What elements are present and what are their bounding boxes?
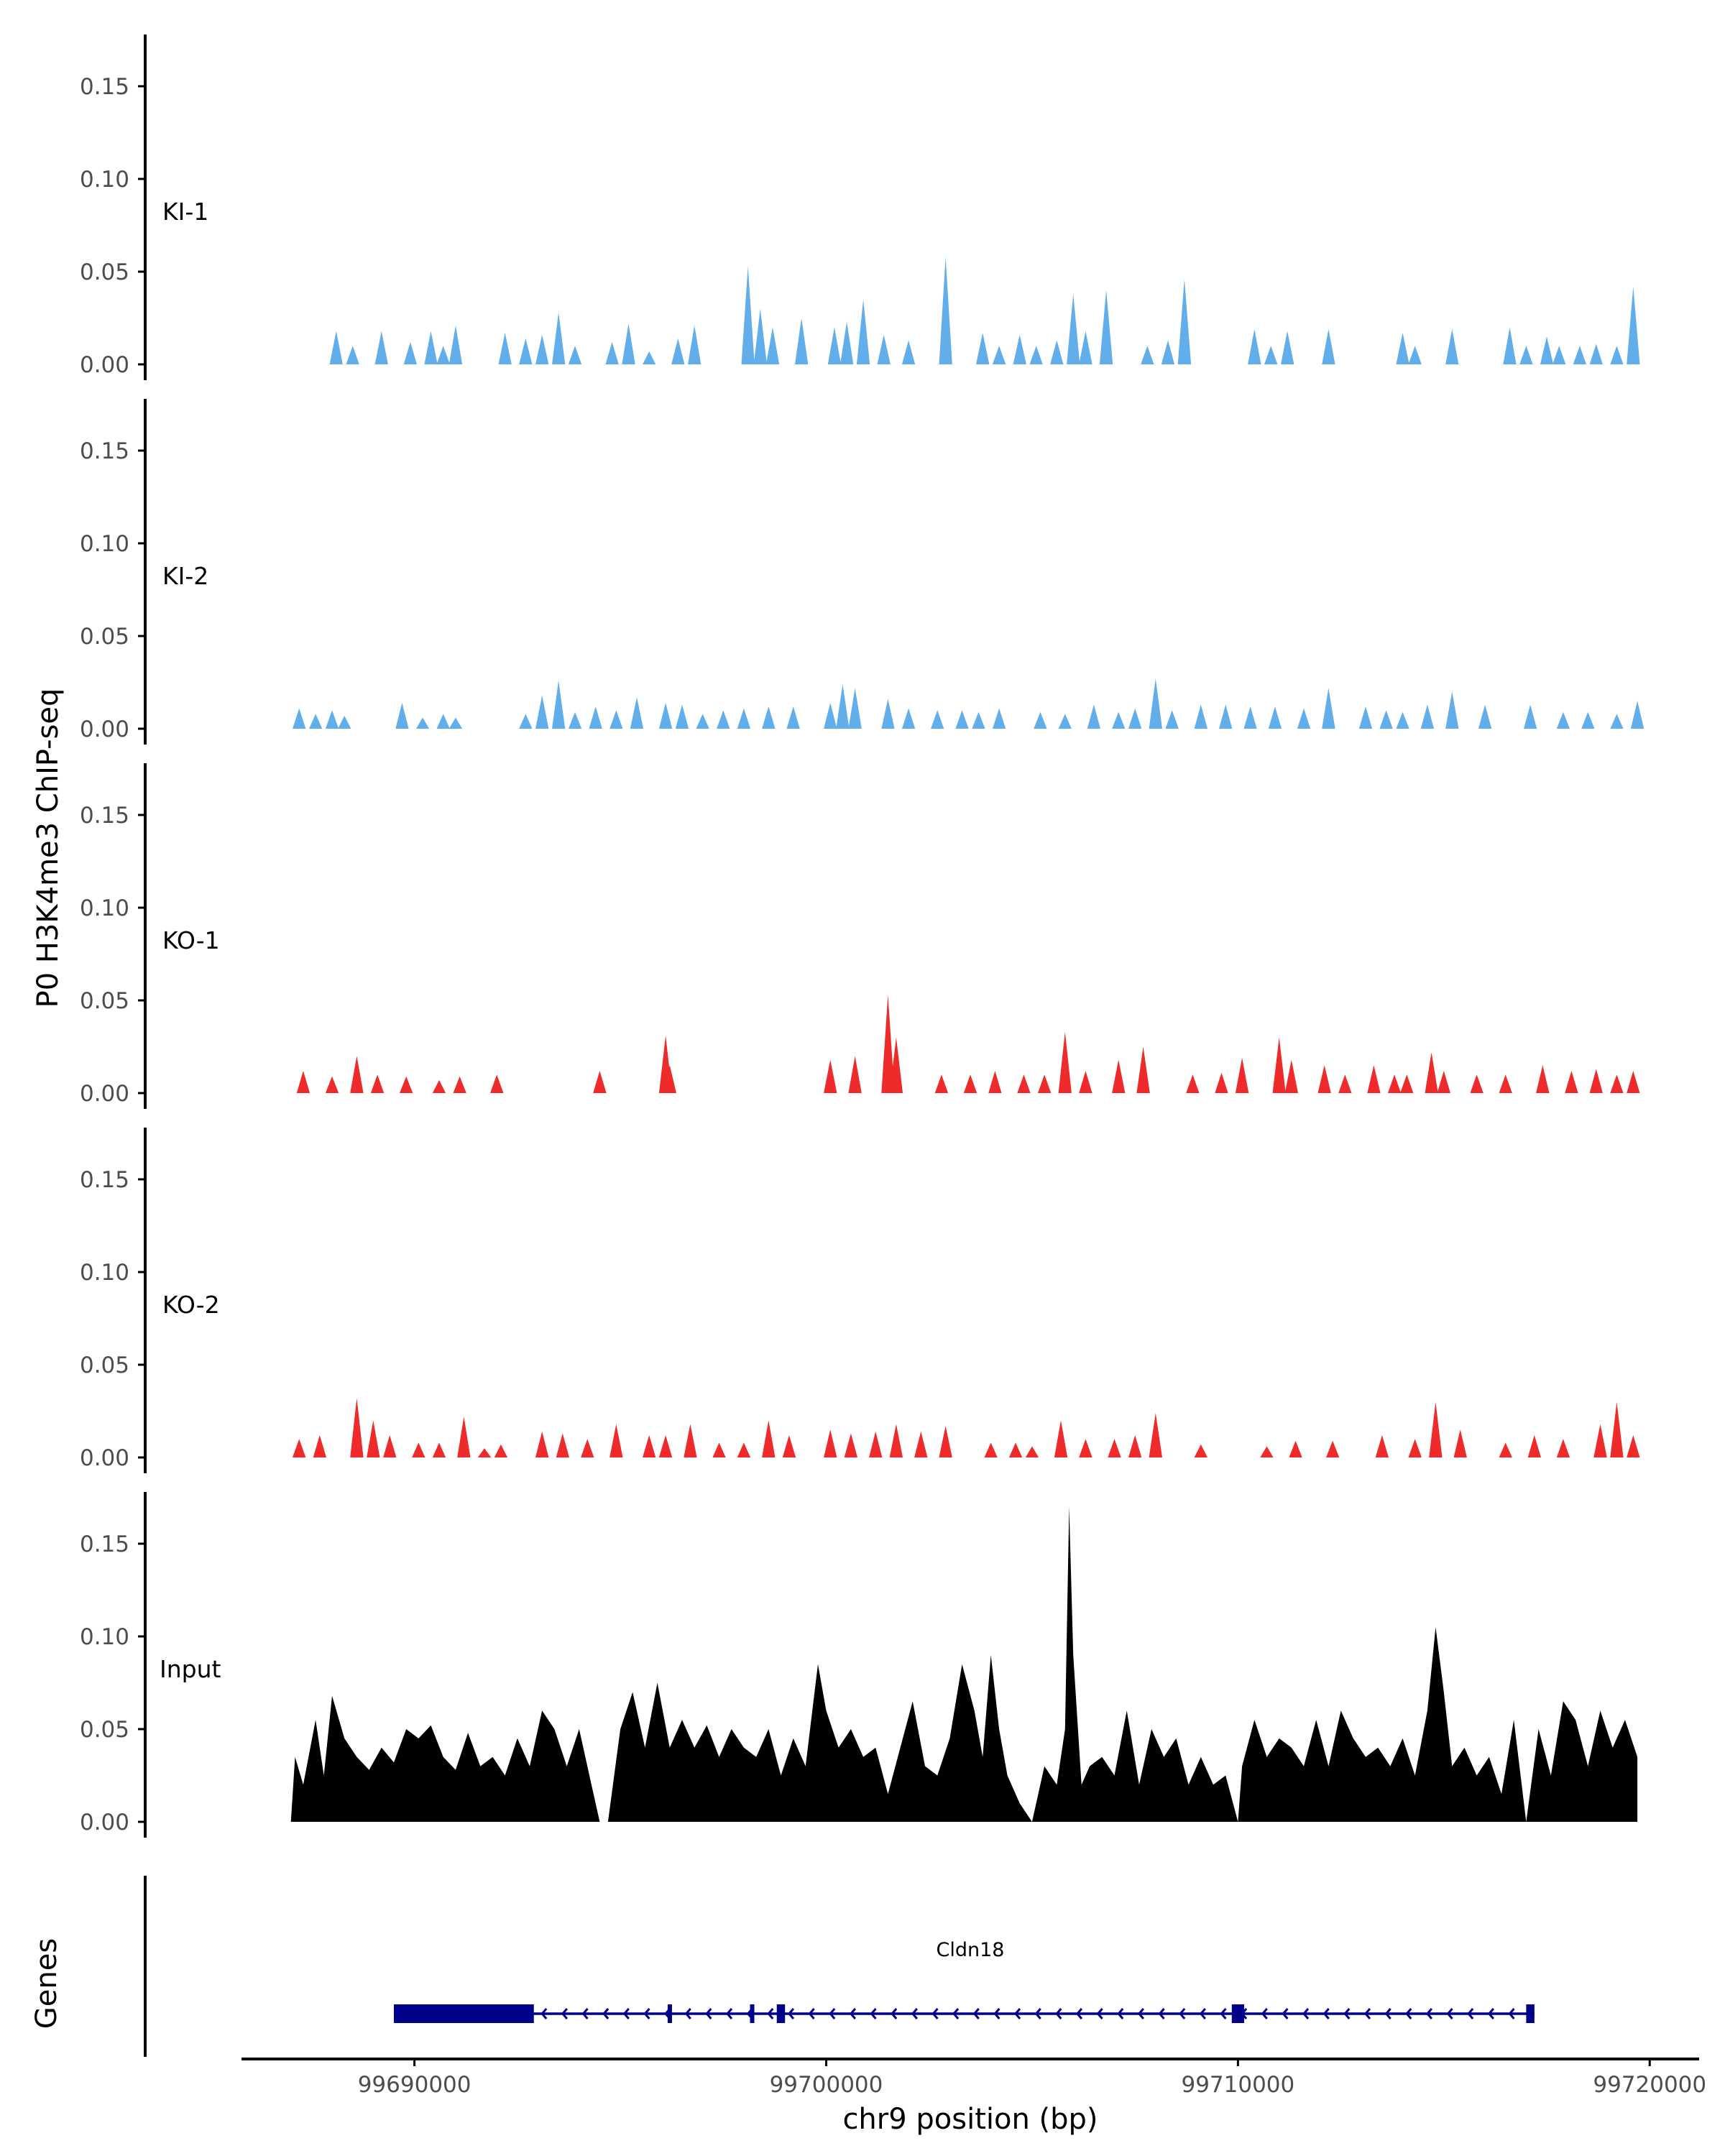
x-axis-title: chr9 position (bp) bbox=[842, 2103, 1098, 2136]
gene-exon bbox=[1231, 2004, 1244, 2023]
track-panel-ko-2: 0.00 0.05 0.10 0.15 KO-2 bbox=[80, 1128, 1640, 1473]
gene-exon bbox=[667, 2004, 672, 2023]
strand-arrow-icon bbox=[808, 2008, 815, 2019]
strand-arrow-icon bbox=[1075, 2008, 1083, 2019]
track-panel-ki-2: 0.00 0.05 0.10 0.15 KI-2 bbox=[80, 399, 1644, 745]
gene-exon bbox=[750, 2004, 755, 2023]
y-tick-label: 0.00 bbox=[80, 352, 129, 378]
x-tick-label: 99710000 bbox=[1181, 2072, 1294, 2098]
y-tick-label: 0.00 bbox=[80, 717, 129, 742]
strand-arrow-icon bbox=[1261, 2008, 1268, 2019]
strand-arrow-icon bbox=[1487, 2008, 1494, 2019]
strand-arrow-icon bbox=[1199, 2008, 1206, 2019]
strand-arrow-icon bbox=[540, 2008, 548, 2019]
strand-arrow-icon bbox=[972, 2008, 980, 2019]
track-label: KO-2 bbox=[162, 1291, 220, 1319]
y-tick-label: 0.05 bbox=[80, 624, 129, 650]
y-tick-label: 0.10 bbox=[80, 167, 129, 193]
tracks-layer: 0.00 0.05 0.10 0.15 KI-1 0.00 0.05 0.10 0.15 KI-2… bbox=[80, 34, 1644, 1838]
strand-arrow-icon bbox=[1363, 2008, 1371, 2019]
coverage-area-ko-1 bbox=[296, 995, 1640, 1093]
strand-arrow-icon bbox=[1508, 2008, 1515, 2019]
strand-arrow-icon bbox=[1425, 2008, 1433, 2019]
x-tick-label: 99720000 bbox=[1593, 2072, 1706, 2098]
strand-arrow-icon bbox=[705, 2008, 712, 2019]
coverage-area-ko-2 bbox=[293, 1398, 1640, 1457]
strand-arrow-icon bbox=[561, 2008, 568, 2019]
strand-arrow-icon bbox=[643, 2008, 650, 2019]
strand-arrow-icon bbox=[1322, 2008, 1330, 2019]
strand-arrow-icon bbox=[870, 2008, 877, 2019]
strand-arrow-icon bbox=[1137, 2008, 1145, 2019]
x-tick-label: 99690000 bbox=[358, 2072, 472, 2098]
strand-arrow-icon bbox=[622, 2008, 630, 2019]
strand-arrow-icon bbox=[829, 2008, 836, 2019]
x-axis: 99690000 99700000 99710000 99720000 bbox=[242, 2058, 1706, 2098]
y-tick-label: 0.15 bbox=[80, 1167, 129, 1193]
track-panel-ki-1: 0.00 0.05 0.10 0.15 KI-1 bbox=[80, 34, 1640, 380]
gene-exon bbox=[1526, 2004, 1535, 2023]
strand-arrow-icon bbox=[1096, 2008, 1103, 2019]
gene-exon bbox=[776, 2004, 786, 2023]
y-tick-label: 0.00 bbox=[80, 1810, 129, 1835]
strand-arrow-icon bbox=[932, 2008, 939, 2019]
strand-arrow-icon bbox=[787, 2008, 795, 2019]
y-tick-label: 0.05 bbox=[80, 259, 129, 285]
strand-arrow-icon bbox=[849, 2008, 856, 2019]
strand-arrow-icon bbox=[1405, 2008, 1412, 2019]
y-tick-label: 0.15 bbox=[80, 803, 129, 829]
track-label: KI-1 bbox=[162, 198, 208, 226]
coverage-area-ki-1 bbox=[329, 257, 1640, 364]
strand-arrow-icon bbox=[1467, 2008, 1474, 2019]
strand-arrow-icon bbox=[911, 2008, 918, 2019]
strand-arrow-icon bbox=[1158, 2008, 1165, 2019]
track-label: KI-2 bbox=[162, 562, 208, 590]
strand-arrow-icon bbox=[1220, 2008, 1227, 2019]
gene-track-title: Genes bbox=[30, 1938, 63, 2029]
gene-track: Cldn18 bbox=[144, 1876, 1535, 2057]
y-tick-label: 0.10 bbox=[80, 895, 129, 921]
y-tick-label: 0.10 bbox=[80, 1260, 129, 1286]
strand-arrow-icon bbox=[581, 2008, 589, 2019]
y-tick-label: 0.15 bbox=[80, 74, 129, 100]
strand-arrow-icon bbox=[684, 2008, 691, 2019]
track-label: KO-1 bbox=[162, 926, 220, 954]
strand-arrow-icon bbox=[952, 2008, 960, 2019]
track-panel-ko-1: 0.00 0.05 0.10 0.15 KO-1 bbox=[80, 763, 1640, 1109]
y-tick-label: 0.05 bbox=[80, 988, 129, 1014]
strand-arrow-icon bbox=[1446, 2008, 1453, 2019]
strand-arrow-icon bbox=[726, 2008, 733, 2019]
coverage-area-input bbox=[290, 1506, 1638, 1822]
y-tick-label: 0.00 bbox=[80, 1081, 129, 1107]
strand-arrow-icon bbox=[1384, 2008, 1392, 2019]
track-panel-input: 0.00 0.05 0.10 0.15 Input bbox=[80, 1492, 1638, 1838]
strand-arrow-icon bbox=[1282, 2008, 1289, 2019]
strand-arrow-icon bbox=[602, 2008, 610, 2019]
strand-arrow-icon bbox=[1179, 2008, 1186, 2019]
y-tick-label: 0.05 bbox=[80, 1353, 129, 1378]
strand-arrow-icon bbox=[767, 2008, 774, 2019]
track-label: Input bbox=[160, 1655, 221, 1683]
strand-arrow-icon bbox=[1343, 2008, 1351, 2019]
y-tick-label: 0.15 bbox=[80, 438, 129, 464]
y-tick-label: 0.00 bbox=[80, 1445, 129, 1471]
strand-arrow-icon bbox=[1014, 2008, 1021, 2019]
y-tick-label: 0.10 bbox=[80, 531, 129, 557]
strand-arrow-icon bbox=[1117, 2008, 1124, 2019]
y-tick-label: 0.15 bbox=[80, 1531, 129, 1557]
strand-arrow-icon bbox=[891, 2008, 898, 2019]
y-tick-label: 0.10 bbox=[80, 1624, 129, 1650]
strand-arrow-icon bbox=[1034, 2008, 1041, 2019]
y-axis-title: P0 H3K4me3 ChIP-seq bbox=[32, 688, 65, 1008]
y-tick-label: 0.05 bbox=[80, 1717, 129, 1743]
strand-arrow-icon bbox=[993, 2008, 1000, 2019]
gene-name-label: Cldn18 bbox=[937, 1939, 1005, 1961]
coverage-area-ki-2 bbox=[293, 678, 1644, 729]
strand-arrow-icon bbox=[1055, 2008, 1062, 2019]
strand-arrow-icon bbox=[1302, 2008, 1310, 2019]
gene-exon bbox=[393, 2004, 534, 2023]
x-tick-label: 99700000 bbox=[770, 2072, 883, 2098]
